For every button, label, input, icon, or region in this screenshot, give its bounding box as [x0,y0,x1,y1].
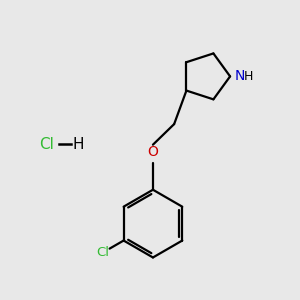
Text: H: H [72,136,84,152]
Text: Cl: Cl [40,136,54,152]
Text: Cl: Cl [96,246,109,259]
Text: H: H [243,70,253,83]
Text: N: N [235,69,245,83]
Text: O: O [148,145,158,159]
